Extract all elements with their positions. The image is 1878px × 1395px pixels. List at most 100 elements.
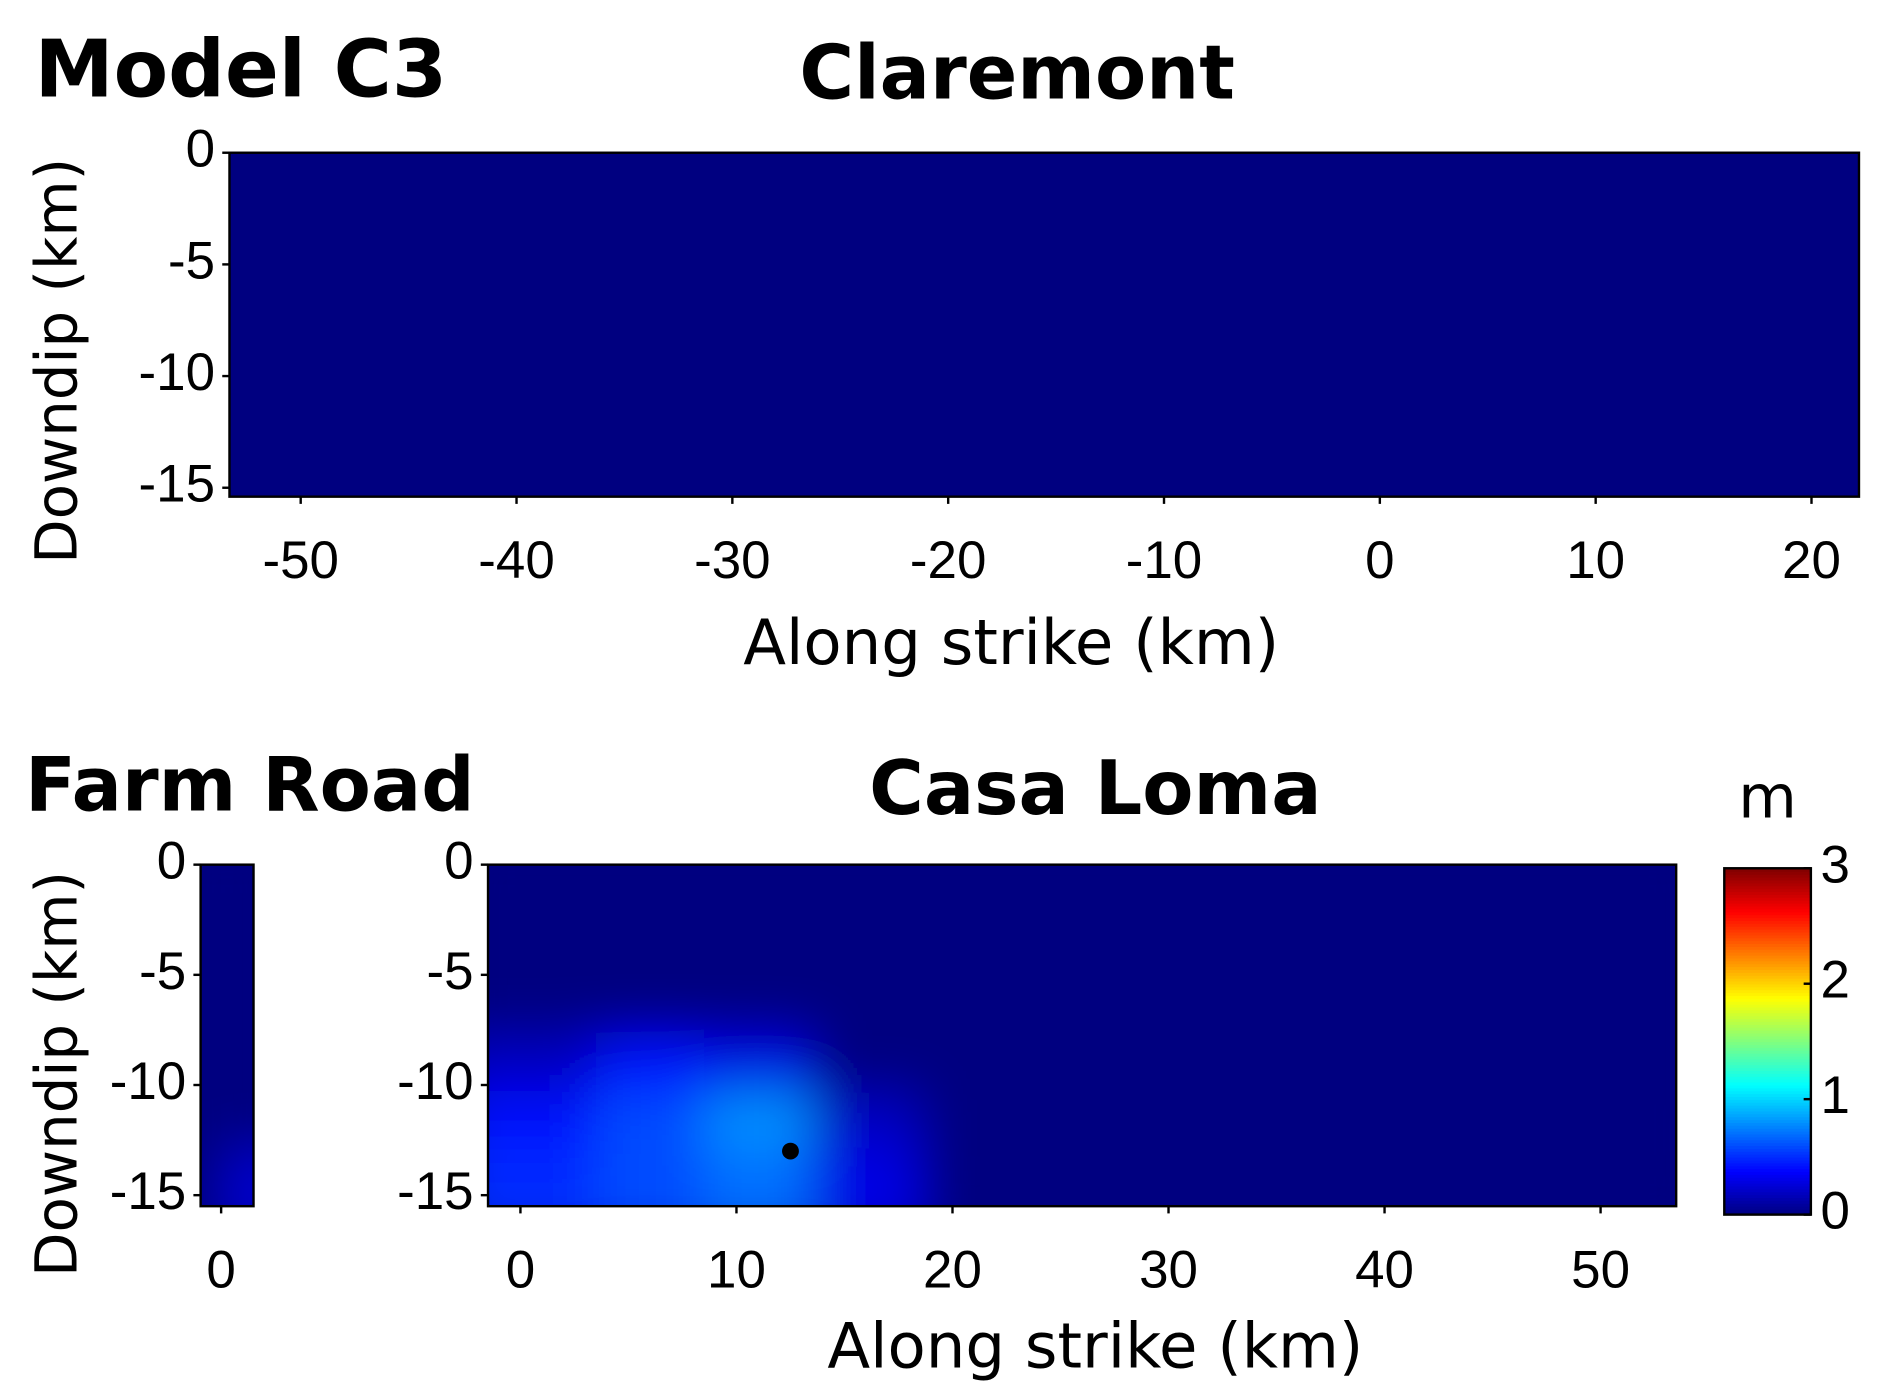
colorbar-band: [1724, 1027, 1811, 1031]
colorbar-band: [1724, 1084, 1811, 1089]
colorbar-band: [1724, 1087, 1811, 1092]
heatmap-cell: [1352, 1092, 1461, 1150]
heatmap-cell: [704, 978, 813, 1036]
colorbar-band: [1724, 975, 1811, 979]
colorbar-band: [1724, 1032, 1811, 1037]
colorbar-band: [1724, 946, 1811, 950]
heatmap-cell: [812, 921, 921, 979]
colorbar-band: [1724, 1035, 1811, 1040]
colorbar-band: [1724, 902, 1811, 907]
heatmap-cell: [812, 1092, 921, 1150]
colorbar-band: [1724, 992, 1811, 996]
colorbar-band: [1724, 977, 1811, 982]
x-tick-label: -20: [910, 531, 986, 590]
heatmap-cell: [1568, 1149, 1677, 1207]
colorbar-band: [1724, 1154, 1811, 1158]
colorbar-band: [1724, 1009, 1811, 1014]
y-tick-label: -10: [139, 343, 215, 402]
colorbar-band: [1724, 897, 1811, 901]
heatmap-cell: [1244, 1092, 1353, 1150]
heatmap-cell: [1244, 1035, 1353, 1093]
colorbar-band: [1724, 995, 1811, 999]
colorbar-band: [1724, 1015, 1811, 1020]
colorbar-band: [1724, 1052, 1811, 1057]
x-tick-label: 0: [1365, 531, 1394, 590]
colorbar-band: [1724, 1102, 1811, 1106]
heatmap-cell: [1460, 978, 1569, 1036]
heatmap: [488, 864, 1677, 1207]
x-tick-label: 10: [1566, 531, 1625, 590]
heatmap-cell: [1244, 921, 1353, 979]
colorbar-band: [1724, 1041, 1811, 1046]
colorbar-band: [1724, 1208, 1811, 1213]
colorbar-band: [1724, 1191, 1811, 1196]
colorbar-band: [1724, 1104, 1811, 1109]
colorbar-label: m: [1738, 763, 1797, 833]
x-tick-label: 0: [506, 1241, 535, 1300]
plot-frame: [228, 151, 1861, 498]
colorbar-band: [1724, 1194, 1811, 1199]
heatmap-cell: [1460, 1035, 1569, 1093]
colorbar-band: [1724, 1174, 1811, 1178]
y-axis-label: Downdip (km): [23, 158, 91, 564]
colorbar-band: [1724, 1024, 1811, 1028]
heatmap-cells: [229, 152, 1859, 497]
heatmap: [229, 152, 1859, 497]
heatmap-cell: [488, 978, 597, 1036]
heatmap-cell: [1028, 1149, 1137, 1207]
heatmap-cell: [812, 978, 921, 1036]
y-tick-label: -10: [110, 1052, 186, 1111]
heatmap-cell: [704, 1035, 813, 1093]
colorbar-band: [1724, 917, 1811, 921]
heatmap-cell: [920, 921, 1029, 979]
heatmap-cell: [1028, 978, 1137, 1036]
colorbar-band: [1724, 879, 1811, 884]
heatmap-cell: [488, 864, 597, 922]
heatmap-cell: [1136, 921, 1245, 979]
colorbar-band: [1724, 1142, 1811, 1147]
heatmap-cell: [1136, 864, 1245, 922]
heatmap-cell: [200, 1092, 228, 1150]
y-tick-label: 0: [186, 120, 215, 179]
heatmap-cells: [200, 864, 254, 1207]
heatmap-cell: [1136, 978, 1245, 1036]
colorbar-band: [1724, 928, 1811, 933]
chart-title: Farm Road: [25, 742, 475, 829]
x-tick-label: 40: [1355, 1241, 1414, 1300]
colorbar-band: [1724, 1012, 1811, 1017]
colorbar-tick-label: 3: [1820, 835, 1849, 894]
colorbar-band: [1724, 1168, 1811, 1173]
colorbar-band: [1724, 894, 1811, 898]
colorbar-band: [1724, 920, 1811, 924]
colorbar-band: [1724, 868, 1811, 872]
heatmap-cell: [1244, 1149, 1353, 1207]
x-tick-label: 30: [1139, 1241, 1198, 1300]
colorbar-band: [1724, 1203, 1811, 1207]
colorbar-band: [1724, 1090, 1811, 1095]
heatmap-cell: [1352, 921, 1461, 979]
colorbar-band: [1724, 908, 1811, 913]
heatmap-cell: [227, 864, 254, 922]
colorbar-band: [1724, 888, 1811, 893]
colorbar-band: [1724, 934, 1811, 939]
heatmap-cell: [227, 1092, 254, 1150]
heatmap-cell: [1352, 978, 1461, 1036]
heatmap-cell: [229, 152, 1859, 497]
x-axis-label: Along strike (km): [827, 1310, 1363, 1383]
heatmap-cell: [1460, 1149, 1569, 1207]
heatmap-cell: [200, 1035, 228, 1093]
colorbar-tick-label: 0: [1820, 1182, 1849, 1241]
x-axis-label: Along strike (km): [743, 606, 1279, 679]
heatmap-cell: [1352, 864, 1461, 922]
colorbar-band: [1724, 931, 1811, 936]
heatmap-cell: [1136, 1149, 1245, 1207]
colorbar-band: [1724, 1081, 1811, 1086]
heatmap-cell: [920, 978, 1029, 1036]
colorbar-frame: [1723, 867, 1813, 1216]
heatmap-cell: [488, 1092, 597, 1150]
colorbar-band: [1724, 1073, 1811, 1077]
colorbar-band: [1724, 969, 1811, 973]
colorbar-band: [1724, 1148, 1811, 1152]
colorbar-band: [1724, 1156, 1811, 1161]
